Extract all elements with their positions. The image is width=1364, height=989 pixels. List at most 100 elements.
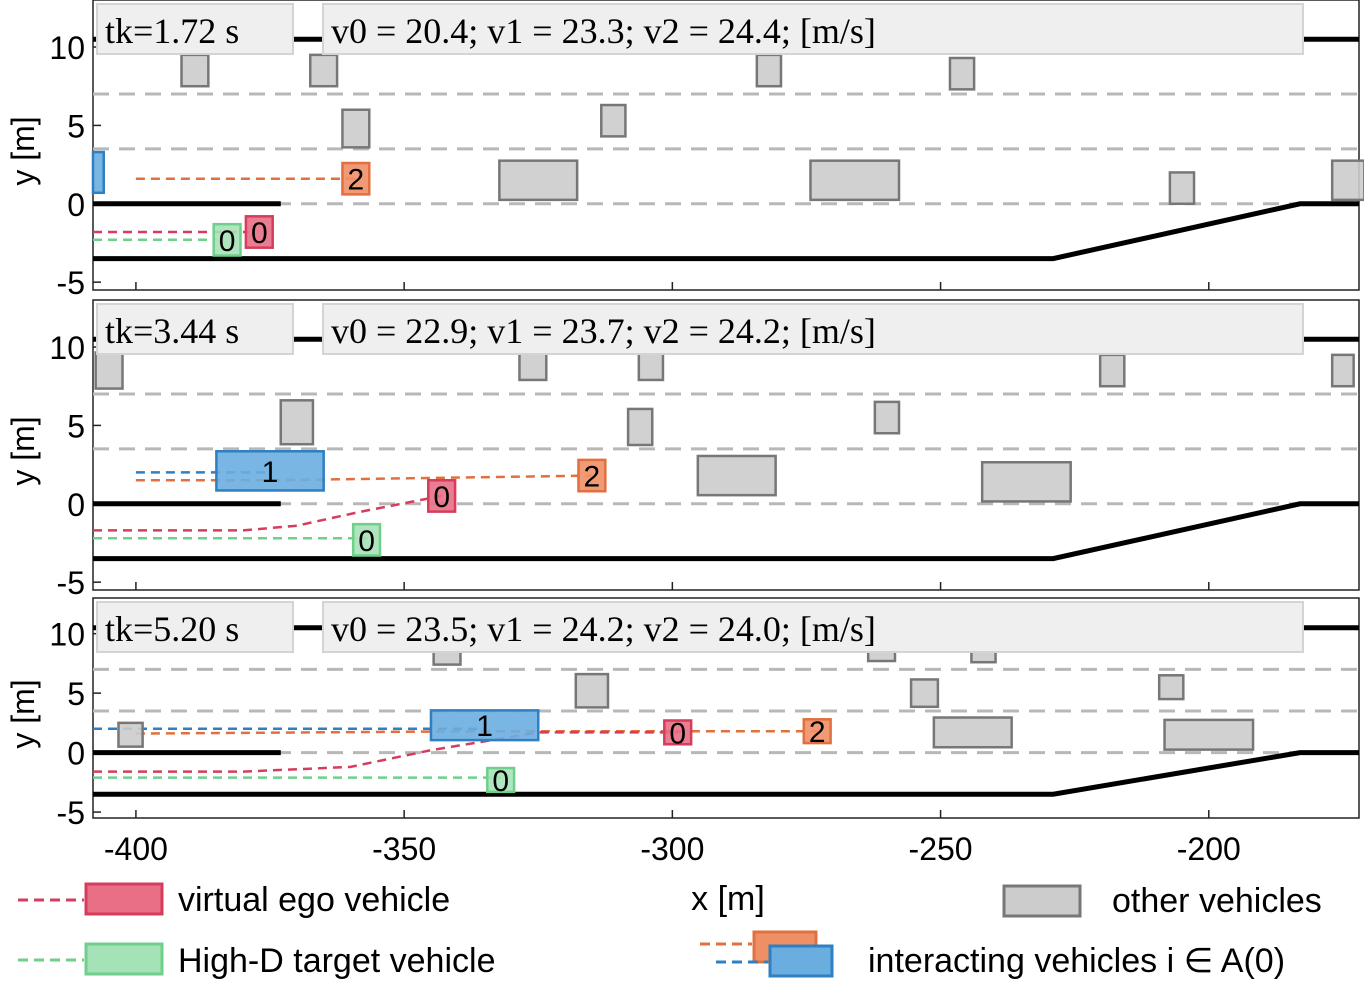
speed-label-background: [322, 3, 1304, 55]
vehicle-other: [94, 351, 124, 390]
legend-target-swatch: [84, 942, 164, 976]
legend-ego-swatch: [84, 882, 164, 916]
vehicle-other: [600, 103, 627, 138]
vehicle-id-label: 2: [348, 164, 365, 197]
y-tick-label: 0: [67, 487, 85, 523]
time-label-background: [96, 3, 294, 55]
vehicle-other: [1330, 159, 1364, 202]
legend: virtual ego vehicle High-D target vehicl…: [18, 881, 1322, 980]
speed-label-background: [322, 303, 1304, 355]
vehicle-id-label: 1: [262, 456, 279, 489]
vehicle-other: [696, 454, 777, 497]
y-tick-label: 10: [49, 30, 85, 66]
plot-frame: [92, 0, 1360, 291]
vehicle-other: [909, 678, 940, 709]
vehicle-ego: [244, 215, 274, 249]
vehicle-ego: [663, 719, 693, 746]
speed-label-box: v0 = 20.4; v1 = 23.3; v2 = 24.4; [m/s]: [322, 3, 1304, 55]
vehicle-id-label: 0: [669, 717, 686, 750]
vehicle-other: [1330, 353, 1355, 388]
vehicle-target: [212, 222, 242, 257]
vehicle-id-label: 2: [584, 461, 601, 494]
road-bottom-boundary: [93, 501, 1359, 562]
vehicle-other: [1168, 171, 1196, 206]
y-axis-label: y [m]: [5, 116, 41, 185]
y-axis-label: y [m]: [5, 416, 41, 485]
vehicle-other: [309, 53, 339, 88]
vehicle-other: [279, 399, 315, 446]
y-tick-label: 10: [49, 617, 85, 653]
vehicle-other: [932, 716, 1013, 749]
legend-other-label: other vehicles: [1112, 882, 1322, 920]
vehicle-other: [948, 56, 976, 91]
vehicle-other: [626, 407, 654, 447]
x-tick-label: -350: [372, 831, 436, 867]
y-tick-label: 0: [67, 187, 85, 223]
x-tick-label: -300: [640, 831, 704, 867]
vehicle-target: [351, 522, 382, 557]
time-label-box: tk=1.72 s: [96, 3, 294, 55]
plot-frame: [92, 597, 1360, 819]
vehicle-other: [574, 672, 610, 709]
x-tick-label: -200: [1177, 831, 1241, 867]
time-label-background: [96, 303, 294, 355]
vehicle-target: [486, 766, 516, 794]
legend-interacting-blue-swatch: [768, 944, 834, 978]
vehicle-other: [180, 53, 210, 88]
vehicle-id-label: 0: [492, 765, 509, 798]
x-tick-label: -250: [909, 831, 973, 867]
y-tick-label: -5: [57, 795, 85, 831]
x-axis-label: x [m]: [691, 880, 765, 918]
time-label: tk=3.44 s: [105, 311, 239, 351]
vehicle-interacting-1: [91, 150, 105, 195]
vehicle-interacting: [802, 718, 832, 745]
speed-label: v0 = 20.4; v1 = 23.3; v2 = 24.4; [m/s]: [331, 11, 876, 51]
vehicle-id-label: 1: [476, 710, 493, 743]
shared-x-axis: -400 -350 -300 -250 -200: [104, 831, 1241, 867]
road-bottom-boundary: [93, 201, 1359, 262]
plot-frame: [92, 299, 1360, 591]
y-tick-label: 5: [67, 676, 85, 712]
vehicle-other: [873, 400, 901, 435]
legend-ego-label: virtual ego vehicle: [178, 881, 450, 919]
vehicle-other: [755, 53, 783, 88]
vehicle-id-label: 0: [219, 225, 236, 258]
y-axis-label: y [m]: [5, 679, 41, 748]
legend-other-swatch: [1002, 884, 1082, 918]
time-label-background: [96, 601, 294, 653]
vehicle-id-label: 0: [433, 481, 450, 514]
legend-target-label: High-D target vehicle: [178, 942, 495, 980]
panel-2: -5 0 5 10 y [m] 1 2 0 0 tk=3.44 s v0 = 22.9; v1 = …: [5, 299, 1360, 601]
vehicle-other: [1157, 674, 1185, 701]
y-tick-label: 5: [67, 108, 85, 144]
speed-label-box: v0 = 23.5; v1 = 24.2; v2 = 24.0; [m/s]: [322, 601, 1304, 653]
vehicle-other: [1163, 718, 1255, 751]
vehicle-interacting: [577, 458, 607, 493]
vehicle-other: [809, 159, 901, 202]
y-tick-label: 10: [49, 330, 85, 366]
panel-3: -5 0 5 10y [m] 1 2 0 0 tk=5.20 s v0 = 23.5; v1 = …: [5, 597, 1360, 831]
y-tick-label: -5: [57, 565, 85, 601]
legend-interacting-label: interacting vehicles i ∈ A(0): [868, 942, 1285, 980]
time-label: tk=5.20 s: [105, 609, 239, 649]
x-tick-label: -400: [104, 831, 168, 867]
road-bottom-boundary: [93, 750, 1359, 797]
trajectory-ego: [93, 731, 678, 773]
time-label-box: tk=5.20 s: [96, 601, 294, 653]
vehicle-interacting-1: [215, 450, 325, 492]
y-tick-label: -5: [57, 265, 85, 301]
speed-label-background: [322, 601, 1304, 653]
speed-label: v0 = 23.5; v1 = 24.2; v2 = 24.0; [m/s]: [331, 609, 876, 649]
vehicle-id-label: 0: [358, 525, 375, 558]
vehicle-interacting-1: [429, 709, 540, 742]
vehicle-other: [117, 721, 144, 748]
vehicle-id-label: 2: [809, 716, 826, 749]
y-tick-label: 0: [67, 736, 85, 772]
vehicle-other: [498, 159, 579, 202]
speed-label: v0 = 22.9; v1 = 23.7; v2 = 24.2; [m/s]: [331, 311, 876, 351]
y-tick-label: 5: [67, 408, 85, 444]
time-label: tk=1.72 s: [105, 11, 239, 51]
vehicle-other: [1098, 353, 1126, 388]
